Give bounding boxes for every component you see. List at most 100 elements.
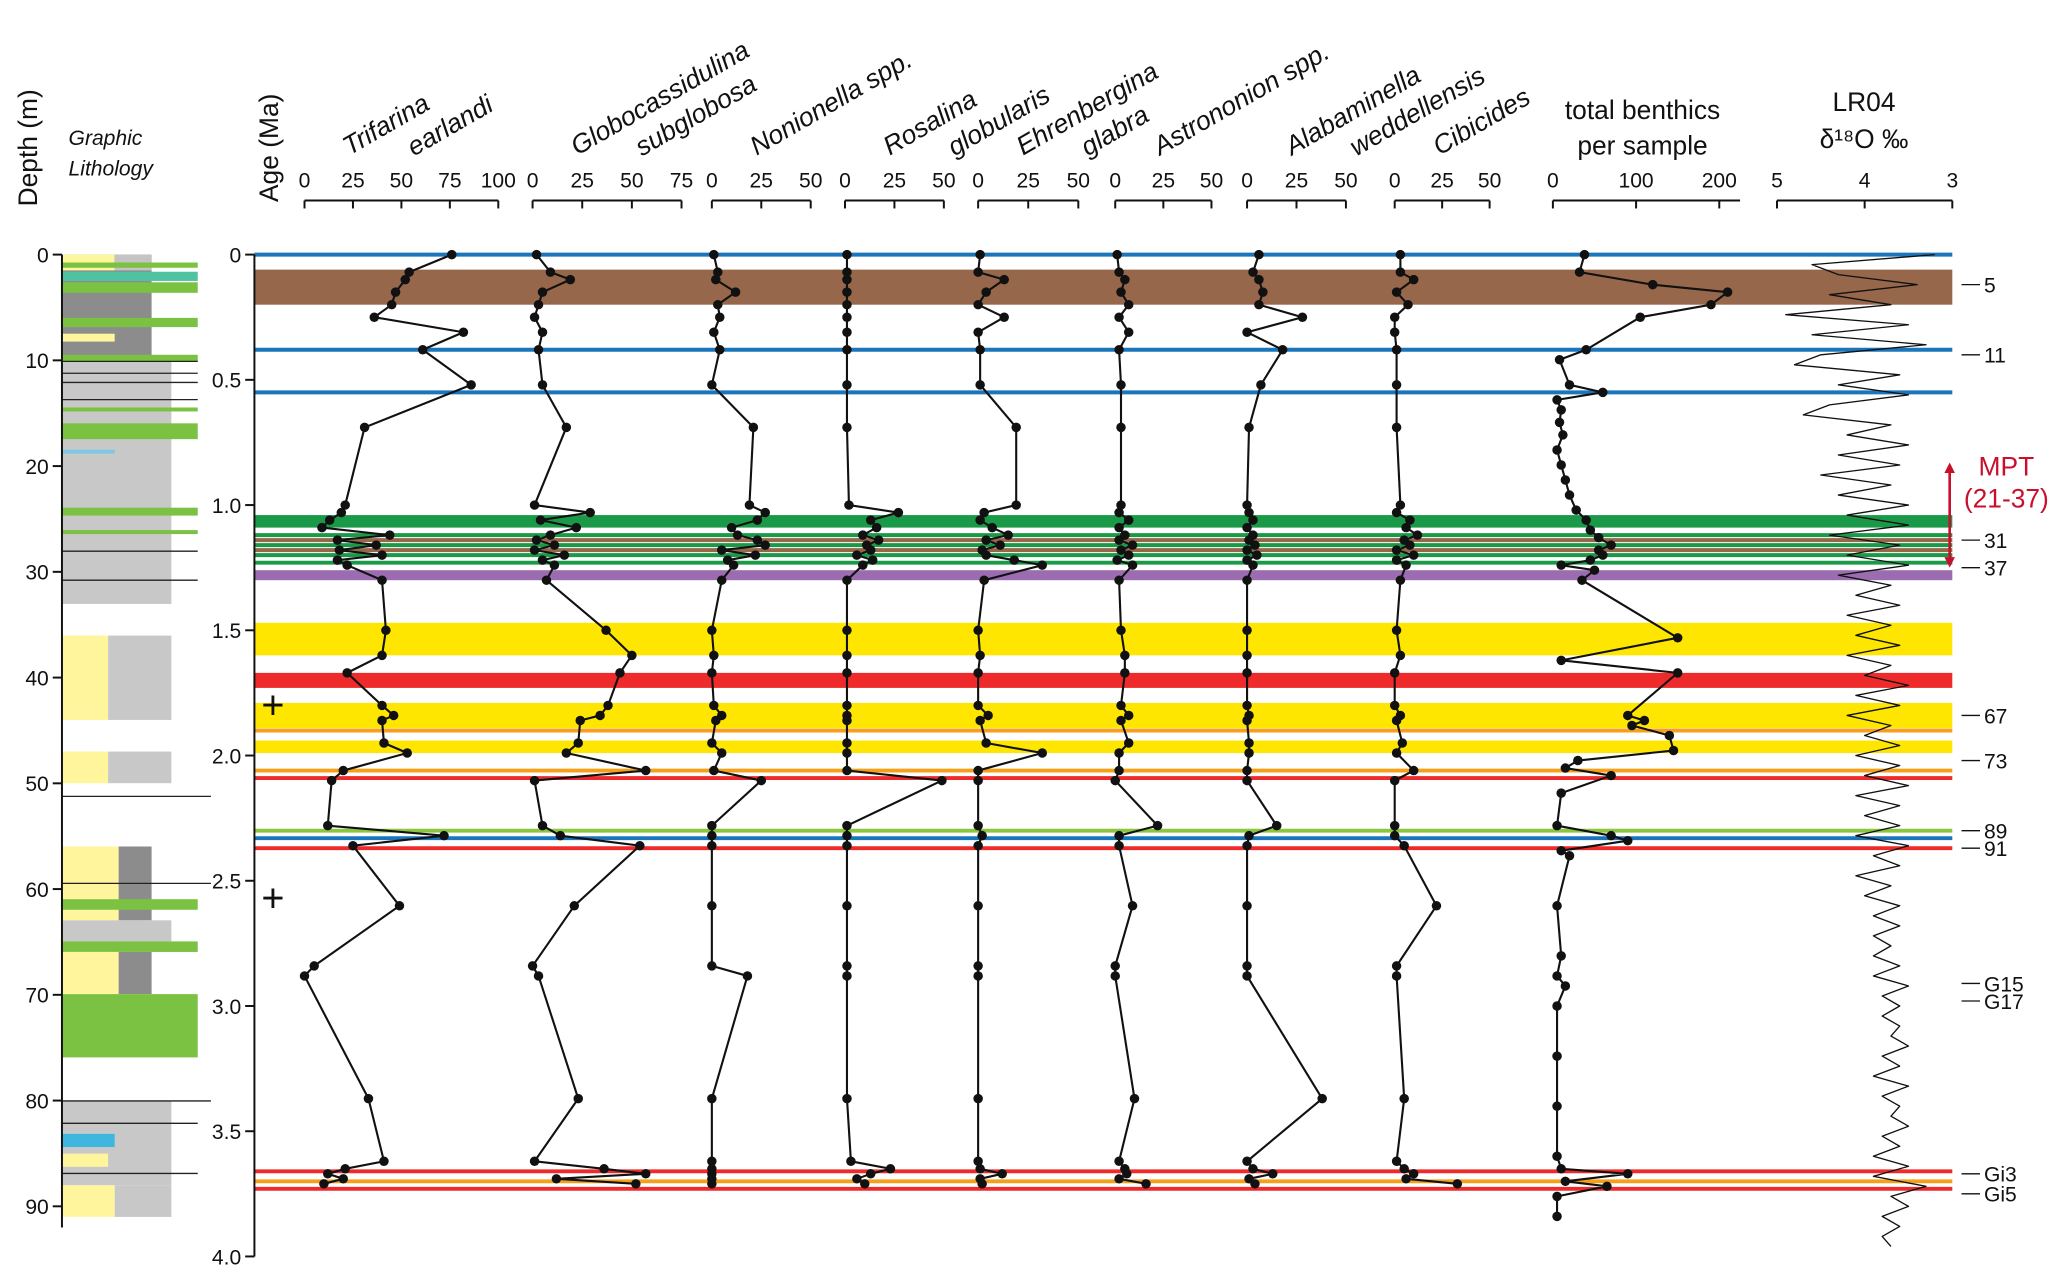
data-point — [1606, 830, 1616, 841]
data-point — [1552, 820, 1562, 831]
data-point — [995, 540, 1005, 550]
lithology-bed — [61, 317, 198, 328]
panel-title-line: total benthics — [1565, 95, 1720, 125]
data-point — [975, 650, 985, 661]
data-point — [1552, 445, 1562, 455]
data-point — [561, 748, 572, 758]
data-point — [987, 522, 997, 533]
data-point — [458, 327, 469, 337]
data-point — [1123, 710, 1134, 721]
data-point — [340, 1164, 350, 1174]
data-point — [575, 715, 585, 726]
data-point — [1401, 522, 1411, 533]
marker: + — [261, 876, 284, 920]
data-point — [842, 1093, 852, 1104]
data-point — [1556, 788, 1566, 798]
data-point — [1110, 961, 1120, 971]
panel-title-line: per sample — [1577, 130, 1707, 160]
data-point — [1623, 710, 1633, 721]
data-point — [529, 775, 540, 786]
x-tick-label: 3 — [1946, 169, 1958, 192]
data-point — [707, 820, 717, 831]
data-point — [1389, 700, 1400, 711]
data-point — [999, 274, 1009, 285]
data-point — [707, 830, 717, 841]
lithology-bed — [114, 254, 152, 271]
data-point — [1623, 1169, 1633, 1179]
data-point — [842, 820, 852, 831]
data-point — [842, 287, 852, 297]
data-point — [390, 287, 401, 297]
x-tick-label: 0 — [1389, 169, 1401, 192]
data-point — [981, 550, 991, 560]
lithology-bed — [61, 449, 115, 454]
data-point — [844, 500, 854, 510]
interval-band — [254, 740, 1953, 754]
data-point — [1395, 500, 1406, 510]
profile-line — [845, 254, 943, 1185]
data-point — [707, 1156, 717, 1167]
data-point — [858, 560, 868, 570]
data-point — [545, 530, 556, 540]
lithology-bed — [118, 951, 152, 995]
data-point — [709, 700, 719, 711]
data-point — [1116, 287, 1126, 297]
data-point — [1564, 380, 1575, 390]
data-point — [1391, 555, 1402, 565]
depth-tick-label: 70 — [25, 985, 48, 1008]
mpt-label: MPT — [1979, 452, 2035, 482]
x-tick-label: 0 — [1241, 169, 1253, 192]
data-point — [1120, 668, 1130, 678]
data-point — [545, 267, 556, 277]
data-point — [1141, 1179, 1151, 1189]
data-point — [846, 1156, 856, 1167]
data-point — [1391, 625, 1402, 636]
data-point — [1242, 765, 1252, 776]
data-point — [1271, 820, 1282, 831]
data-point — [852, 550, 862, 560]
data-point — [1560, 763, 1571, 773]
data-point — [842, 738, 852, 748]
data-point — [707, 1179, 717, 1189]
data-point — [1672, 633, 1683, 643]
lithology-bed — [61, 507, 198, 516]
marker: + — [261, 684, 284, 728]
x-tick-label: 75 — [438, 169, 461, 192]
data-point — [997, 1169, 1007, 1179]
data-point — [1258, 287, 1268, 297]
data-point — [1556, 951, 1566, 961]
data-point — [1391, 380, 1402, 390]
data-point — [1668, 745, 1679, 756]
data-point — [707, 961, 717, 971]
data-point — [1389, 668, 1400, 678]
data-point — [1391, 748, 1402, 758]
lithology-bed — [61, 951, 119, 995]
data-point — [1114, 765, 1124, 776]
data-point — [323, 1169, 333, 1179]
data-point — [1391, 715, 1402, 726]
data-point — [1011, 422, 1021, 433]
data-point — [599, 1164, 609, 1174]
data-point — [1242, 575, 1252, 585]
data-point — [1635, 312, 1645, 322]
data-point — [1242, 775, 1252, 786]
data-point — [1552, 901, 1562, 911]
data-point — [842, 700, 852, 711]
data-point — [760, 507, 770, 518]
data-point — [555, 830, 566, 841]
lithology-bed — [61, 899, 198, 910]
x-tick-label: 0 — [1109, 169, 1121, 192]
data-point — [1242, 901, 1252, 911]
data-point — [1706, 299, 1716, 310]
data-point — [1639, 715, 1650, 726]
panel-title-line: LR04 — [1832, 87, 1895, 117]
data-point — [981, 738, 991, 748]
mpt-label: (21-37) — [1964, 483, 2049, 513]
data-point — [752, 535, 763, 545]
profile-line — [1555, 254, 1729, 1217]
data-point — [1389, 820, 1400, 831]
data-point — [1556, 655, 1566, 666]
data-point — [1123, 515, 1134, 525]
data-point — [742, 971, 753, 981]
